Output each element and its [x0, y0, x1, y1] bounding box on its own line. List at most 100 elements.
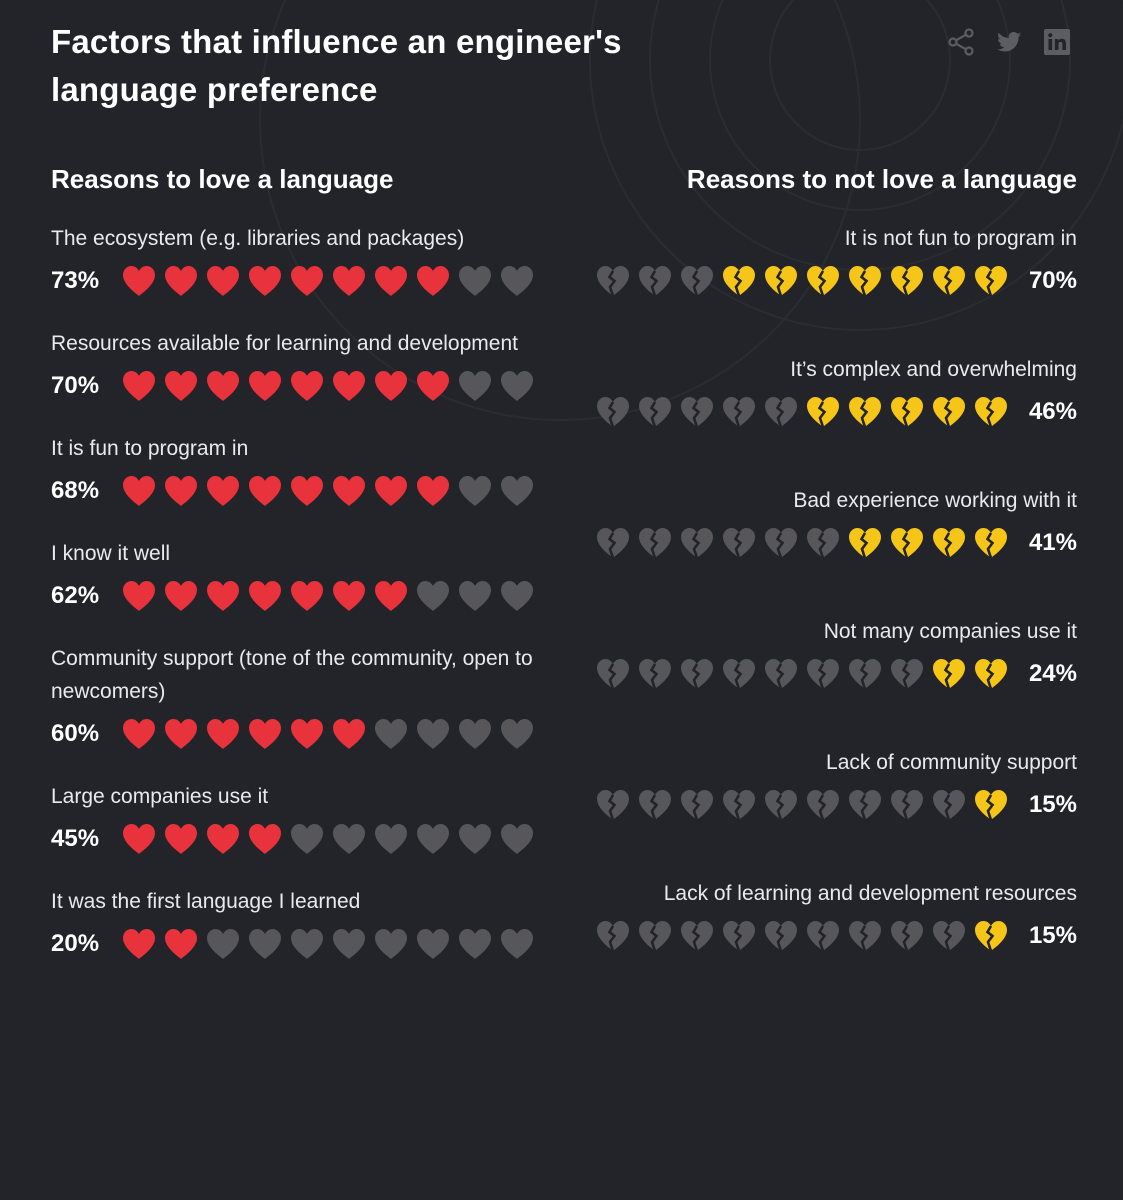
value-label: 45% [51, 825, 100, 852]
heart-icons [595, 526, 1009, 560]
heart-icon-empty [375, 719, 407, 749]
broken-heart-icon-empty [597, 397, 629, 428]
heart-icon-empty [417, 929, 449, 959]
heart-icon-filled [123, 719, 155, 749]
item-label: Lack of community support [826, 751, 1077, 774]
chart-item: I know it well 62% [51, 537, 551, 620]
broken-heart-icon-empty [933, 921, 965, 952]
item-label: Lack of learning and development resourc… [663, 882, 1077, 905]
heart-icons [595, 395, 1009, 429]
broken-heart-icon-empty [681, 528, 713, 559]
item-label: It’s complex and overwhelming [790, 358, 1077, 381]
item-label: The ecosystem (e.g. libraries and packag… [51, 227, 465, 250]
heart-icons [595, 264, 1009, 298]
broken-heart-icon-empty [807, 659, 839, 690]
heart-icons [121, 264, 535, 298]
heart-icon-filled [417, 371, 449, 401]
broken-heart-icon-empty [933, 790, 965, 821]
icon-row: 45% [51, 815, 551, 863]
not-love-column-heading: Reasons to not love a language [686, 164, 1077, 194]
value-label: 73% [51, 267, 100, 294]
heart-icons [595, 788, 1009, 822]
value-label: 62% [51, 582, 100, 609]
broken-heart-icon-empty [807, 921, 839, 952]
broken-heart-icon-filled [891, 397, 923, 428]
broken-heart-icon-empty [891, 921, 923, 952]
broken-heart-icon-empty [639, 528, 671, 559]
heart-icon-filled [375, 371, 407, 401]
twitter-icon[interactable] [995, 28, 1023, 56]
broken-heart-icon-empty [597, 659, 629, 690]
icon-row: 70% [51, 362, 551, 410]
broken-heart-icon-empty [891, 790, 923, 821]
broken-heart-icon-filled [807, 266, 839, 297]
value-label: 68% [51, 477, 100, 504]
heart-icons [121, 579, 535, 613]
broken-heart-icon-filled [933, 266, 965, 297]
broken-heart-icon-filled [975, 266, 1007, 297]
chart-item: It’s complex and overwhelming 46% [557, 353, 1077, 436]
heart-icon-filled [123, 929, 155, 959]
chart-item: It is fun to program in 68% [51, 432, 551, 515]
value-label: 15% [1028, 791, 1077, 818]
heart-icon-empty [417, 581, 449, 611]
broken-heart-icon-filled [975, 528, 1007, 559]
broken-heart-icon-empty [597, 266, 629, 297]
broken-heart-icon-empty [597, 790, 629, 821]
heart-icon-filled [165, 581, 197, 611]
icon-row: 68% [51, 467, 551, 515]
broken-heart-icon-empty [723, 528, 755, 559]
broken-heart-icon-empty [723, 659, 755, 690]
item-label: Resources available for learning and dev… [51, 332, 518, 355]
broken-heart-icon-empty [723, 397, 755, 428]
heart-icons [121, 717, 535, 751]
value-label: 15% [1028, 922, 1077, 949]
heart-icon-filled [123, 266, 155, 296]
heart-icon-empty [291, 929, 323, 959]
heart-icon-filled [123, 581, 155, 611]
value-label: 20% [51, 930, 100, 957]
broken-heart-icon-filled [765, 266, 797, 297]
heart-icon-filled [291, 581, 323, 611]
heart-icon-empty [459, 824, 491, 854]
heart-icons [121, 369, 535, 403]
share-icon[interactable] [947, 28, 975, 56]
heart-icon-filled [291, 719, 323, 749]
not-love-items: It is not fun to program in 70% It’s compl… [557, 222, 1077, 960]
broken-heart-icon-empty [849, 921, 881, 952]
broken-heart-icon-filled [849, 397, 881, 428]
love-column-heading: Reasons to love a language [51, 164, 394, 194]
chart-item: The ecosystem (e.g. libraries and packag… [51, 222, 551, 305]
broken-heart-icon-empty [765, 528, 797, 559]
not-love-column: Reasons to not love a language It is not… [557, 160, 1077, 960]
chart-item: Not many companies use it 24% [557, 615, 1077, 698]
broken-heart-icon-filled [975, 921, 1007, 952]
heart-icon-filled [375, 581, 407, 611]
heart-icons [121, 822, 535, 856]
love-items: The ecosystem (e.g. libraries and packag… [51, 222, 551, 968]
heart-icon-filled [417, 266, 449, 296]
heart-icon-filled [375, 476, 407, 506]
broken-heart-icon-empty [807, 528, 839, 559]
item-label: Large companies use it [51, 785, 269, 808]
icon-row: 62% [51, 572, 551, 620]
heart-icon-filled [333, 719, 365, 749]
broken-heart-icon-empty [597, 528, 629, 559]
heart-icon-empty [459, 371, 491, 401]
heart-icons [595, 657, 1009, 691]
heart-icon-empty [501, 719, 533, 749]
heart-icon-empty [501, 824, 533, 854]
heart-icon-filled [165, 476, 197, 506]
heart-icon-empty [501, 371, 533, 401]
heart-icon-empty [291, 824, 323, 854]
chart-item: Community support (tone of the community… [51, 642, 551, 758]
icon-row: 73% [51, 257, 551, 305]
heart-icon-empty [501, 929, 533, 959]
heart-icon-filled [417, 476, 449, 506]
heart-icon-filled [165, 719, 197, 749]
linkedin-icon[interactable] [1043, 28, 1071, 56]
icon-row: 15% [557, 781, 1077, 829]
icon-row: 15% [557, 912, 1077, 960]
broken-heart-icon-filled [933, 528, 965, 559]
